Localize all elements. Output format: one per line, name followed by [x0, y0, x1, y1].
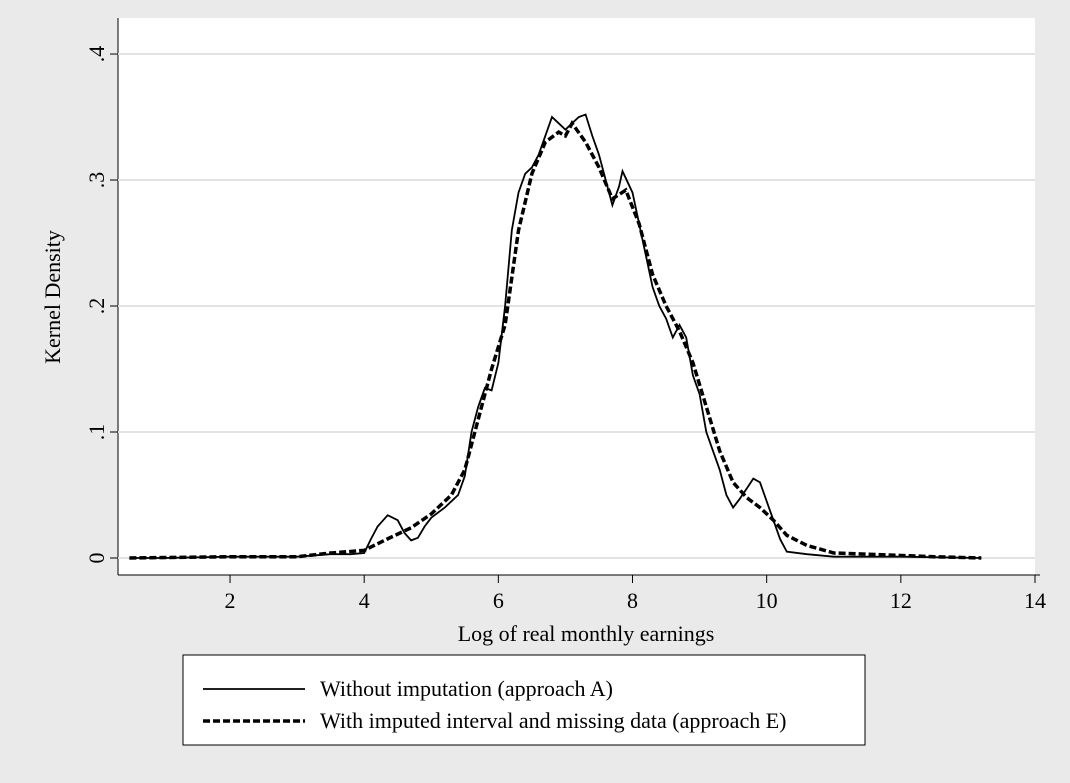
- series-line: [129, 119, 982, 560]
- legend-label: Without imputation (approach A): [320, 676, 613, 701]
- y-tick-label: .3: [84, 172, 109, 189]
- y-tick-label: .1: [84, 424, 109, 441]
- x-tick-label: 10: [756, 588, 778, 613]
- y-tick-label: 0: [84, 552, 109, 563]
- x-tick-label: 12: [890, 588, 912, 613]
- x-tick-label: 6: [493, 588, 504, 613]
- x-axis-title: Log of real monthly earnings: [458, 621, 715, 646]
- x-tick-label: 8: [627, 588, 638, 613]
- x-tick-label: 2: [225, 588, 236, 613]
- legend-label: With imputed interval and missing data (…: [320, 708, 786, 733]
- plot-area: [118, 18, 1035, 575]
- y-tick-label: .2: [84, 298, 109, 315]
- legend-box: [182, 654, 866, 746]
- x-tick-label: 14: [1024, 588, 1046, 613]
- y-axis-title: Kernel Density: [40, 230, 65, 364]
- y-tick-label: .4: [84, 46, 109, 63]
- x-tick-label: 4: [359, 588, 370, 613]
- series-line: [129, 113, 982, 559]
